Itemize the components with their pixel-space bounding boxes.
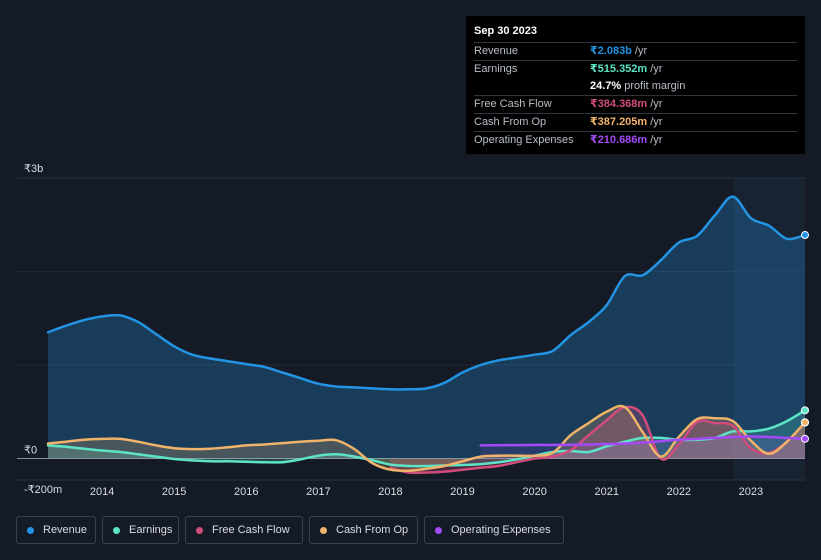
y-tick-label: -₹200m xyxy=(24,484,62,496)
legend-label: Operating Expenses xyxy=(451,524,551,536)
cash-from-op-line xyxy=(46,404,807,473)
tooltip-unit: /yr xyxy=(634,45,648,57)
x-tick-label: 2023 xyxy=(739,486,763,498)
x-tick-label: 2019 xyxy=(450,486,474,498)
tooltip-value: ₹387.205m xyxy=(590,116,648,128)
legend-dot-icon xyxy=(320,526,327,534)
series-areas xyxy=(48,196,805,473)
operating-expenses-endpoint xyxy=(801,434,809,443)
tooltip-row: Revenue ₹2.083b/yr xyxy=(474,42,797,60)
financials-chart: ₹3b ₹0 -₹200m 2014 2015 2016 2017 2018 2019 2020… xyxy=(17,163,809,498)
y-axis: ₹3b ₹0 -₹200m xyxy=(24,163,62,496)
series-endpoints xyxy=(801,231,809,443)
legend-label: Revenue xyxy=(43,524,88,536)
tooltip-value: ₹2.083b xyxy=(590,45,632,57)
tooltip-label: Earnings xyxy=(474,63,518,75)
gridlines xyxy=(17,177,805,481)
legend-dot-icon xyxy=(196,526,203,534)
legend-label: Free Cash Flow xyxy=(212,524,290,536)
tooltip-row: Earnings ₹515.352m/yr xyxy=(474,60,797,78)
legend-label: Earnings xyxy=(129,524,173,536)
tooltip-label: Free Cash Flow xyxy=(474,98,552,110)
x-tick-label: 2015 xyxy=(162,486,186,498)
tooltip-value: ₹384.368m xyxy=(590,98,648,110)
free-cash-flow-area xyxy=(390,406,805,473)
tooltip-value: ₹210.686m xyxy=(590,134,648,146)
legend-dot-icon xyxy=(27,526,34,534)
tooltip-row: 24.7% profit margin xyxy=(474,78,797,95)
legend-item-earnings[interactable]: Earnings xyxy=(102,516,179,544)
tooltip-unit: profit margin xyxy=(624,80,686,92)
revenue-line xyxy=(46,195,807,391)
tooltip-label: Revenue xyxy=(474,45,519,57)
tooltip-rows: Revenue ₹2.083b/yr Earnings ₹515.352m/yr 24.… xyxy=(474,42,797,149)
free-cash-flow-line xyxy=(389,405,807,475)
revenue-endpoint xyxy=(801,231,809,240)
x-tick-label: 2020 xyxy=(522,486,546,498)
tooltip-unit: /yr xyxy=(650,134,663,146)
earnings-endpoint xyxy=(801,406,809,415)
x-tick-label: 2014 xyxy=(90,486,114,498)
x-tick-label: 2018 xyxy=(378,486,402,498)
y-tick-label: ₹3b xyxy=(24,163,43,175)
legend-item-free-cash-flow[interactable]: Free Cash Flow xyxy=(185,516,303,544)
series-lines xyxy=(46,195,807,475)
revenue-area xyxy=(48,196,805,459)
tooltip-row: Operating Expenses ₹210.686m/yr xyxy=(474,131,797,149)
x-tick-label: 2022 xyxy=(667,486,691,498)
tooltip-value: ₹515.352m xyxy=(590,63,648,75)
cash-from-op-area xyxy=(48,405,805,471)
x-axis: 2014 2015 2016 2017 2018 2019 2020 2021 2022 2023 xyxy=(90,486,763,498)
y-tick-label: ₹0 xyxy=(24,444,37,456)
x-tick-label: 2016 xyxy=(234,486,258,498)
tooltip-label xyxy=(474,78,590,95)
legend-item-cash-from-op[interactable]: Cash From Op xyxy=(309,516,418,544)
cash-from-op-endpoint xyxy=(801,418,809,427)
legend-dot-icon xyxy=(113,526,120,534)
x-tick-label: 2021 xyxy=(594,486,618,498)
x-tick-label: 2017 xyxy=(306,486,330,498)
legend-item-revenue[interactable]: Revenue xyxy=(16,516,96,544)
legend-label: Cash From Op xyxy=(336,524,409,536)
tooltip-row: Cash From Op ₹387.205m/yr xyxy=(474,113,797,131)
tooltip-unit: /yr xyxy=(650,116,663,128)
tooltip-value: 24.7% xyxy=(590,80,622,92)
earnings-area xyxy=(48,410,805,467)
tooltip-unit: /yr xyxy=(650,98,663,110)
tooltip-unit: /yr xyxy=(650,63,663,75)
tooltip-date: Sep 30 2023 xyxy=(474,25,537,37)
tooltip: Sep 30 2023 Revenue ₹2.083b/yr Earnings ₹51… xyxy=(466,16,805,154)
tooltip-label: Operating Expenses xyxy=(474,134,574,146)
legend-dot-icon xyxy=(435,526,442,534)
legend-item-operating-expenses[interactable]: Operating Expenses xyxy=(424,516,564,544)
tooltip-row: Free Cash Flow ₹384.368m/yr xyxy=(474,95,797,113)
operating-expenses-line xyxy=(479,435,807,447)
tooltip-label: Cash From Op xyxy=(474,116,547,128)
